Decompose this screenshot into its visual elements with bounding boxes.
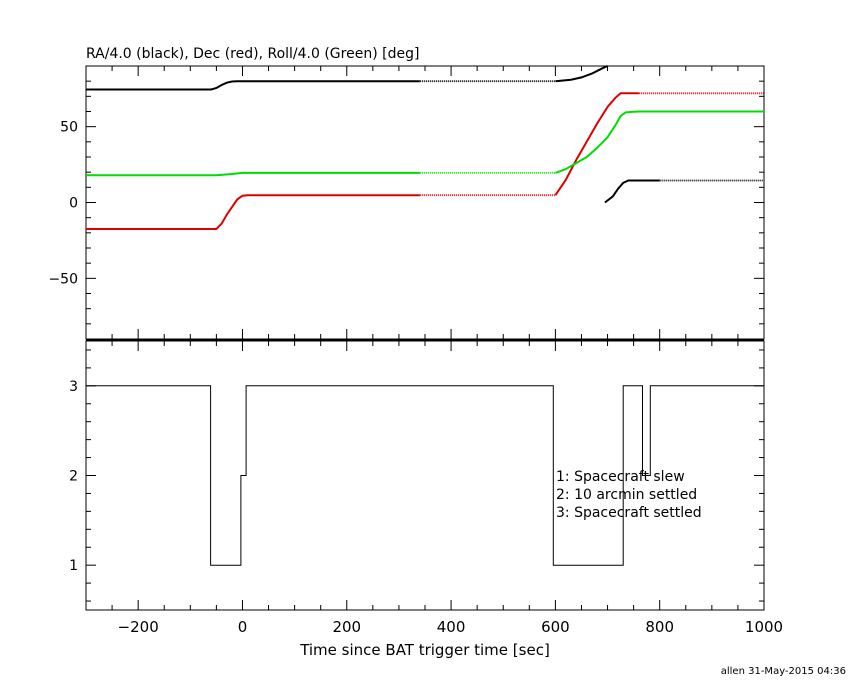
y-tick-label: 3 — [69, 379, 78, 395]
series-1-segment-0 — [86, 194, 420, 230]
y-tick-label: 50 — [60, 120, 78, 136]
y-tick-label: 2 — [69, 469, 78, 485]
settle-panel-ticks — [85, 341, 765, 610]
series-2-segment-2 — [555, 110, 764, 174]
x-tick-label: 1000 — [745, 618, 783, 636]
y-tick-label: 1 — [69, 558, 78, 574]
x-tick-label: 600 — [541, 618, 570, 636]
attitude-panel-title: RA/4.0 (black), Dec (red), Roll/4.0 (Gre… — [86, 46, 419, 62]
legend-line-2: 2: 10 arcmin settled — [556, 487, 697, 503]
legend-line-3: 3: Spacecraft settled — [556, 505, 702, 521]
settle-panel: 1 2 3 −200 0 200 400 600 800 1000 1: Spacecraft … — [69, 340, 784, 659]
x-tick-label: 0 — [238, 618, 248, 636]
series-1-segment-2 — [554, 92, 639, 196]
footer-credit: allen 31-May-2015 04:36 — [721, 666, 846, 677]
series-0-segment-3 — [604, 179, 660, 204]
x-axis-label: Time since BAT trigger time [sec] — [299, 641, 550, 659]
attitude-panel-frame — [85, 65, 765, 340]
x-tick-label: 200 — [332, 618, 361, 636]
attitude-panel-ytick-labels: −50 0 50 — [48, 120, 78, 288]
attitude-panel-ticks — [85, 66, 765, 339]
x-tick-label: 800 — [645, 618, 674, 636]
y-tick-label: 0 — [69, 196, 78, 212]
y-tick-label: −50 — [48, 271, 78, 287]
attitude-series-group — [86, 65, 764, 230]
attitude-panel: RA/4.0 (black), Dec (red), Roll/4.0 (Gre… — [48, 46, 765, 340]
x-tick-label: −200 — [118, 618, 159, 636]
settle-panel-ytick-labels: 1 2 3 — [69, 379, 78, 574]
x-tick-label: 400 — [437, 618, 466, 636]
settle-legend: 1: Spacecraft slew 2: 10 arcmin settled … — [556, 469, 702, 521]
series-0-segment-2 — [555, 65, 608, 83]
series-2-segment-0 — [86, 171, 420, 177]
settle-status-step-line — [86, 385, 764, 566]
legend-line-1: 1: Spacecraft slew — [556, 469, 685, 485]
series-0-segment-0 — [86, 80, 420, 91]
settle-panel-xtick-labels: −200 0 200 400 600 800 1000 — [118, 618, 784, 636]
